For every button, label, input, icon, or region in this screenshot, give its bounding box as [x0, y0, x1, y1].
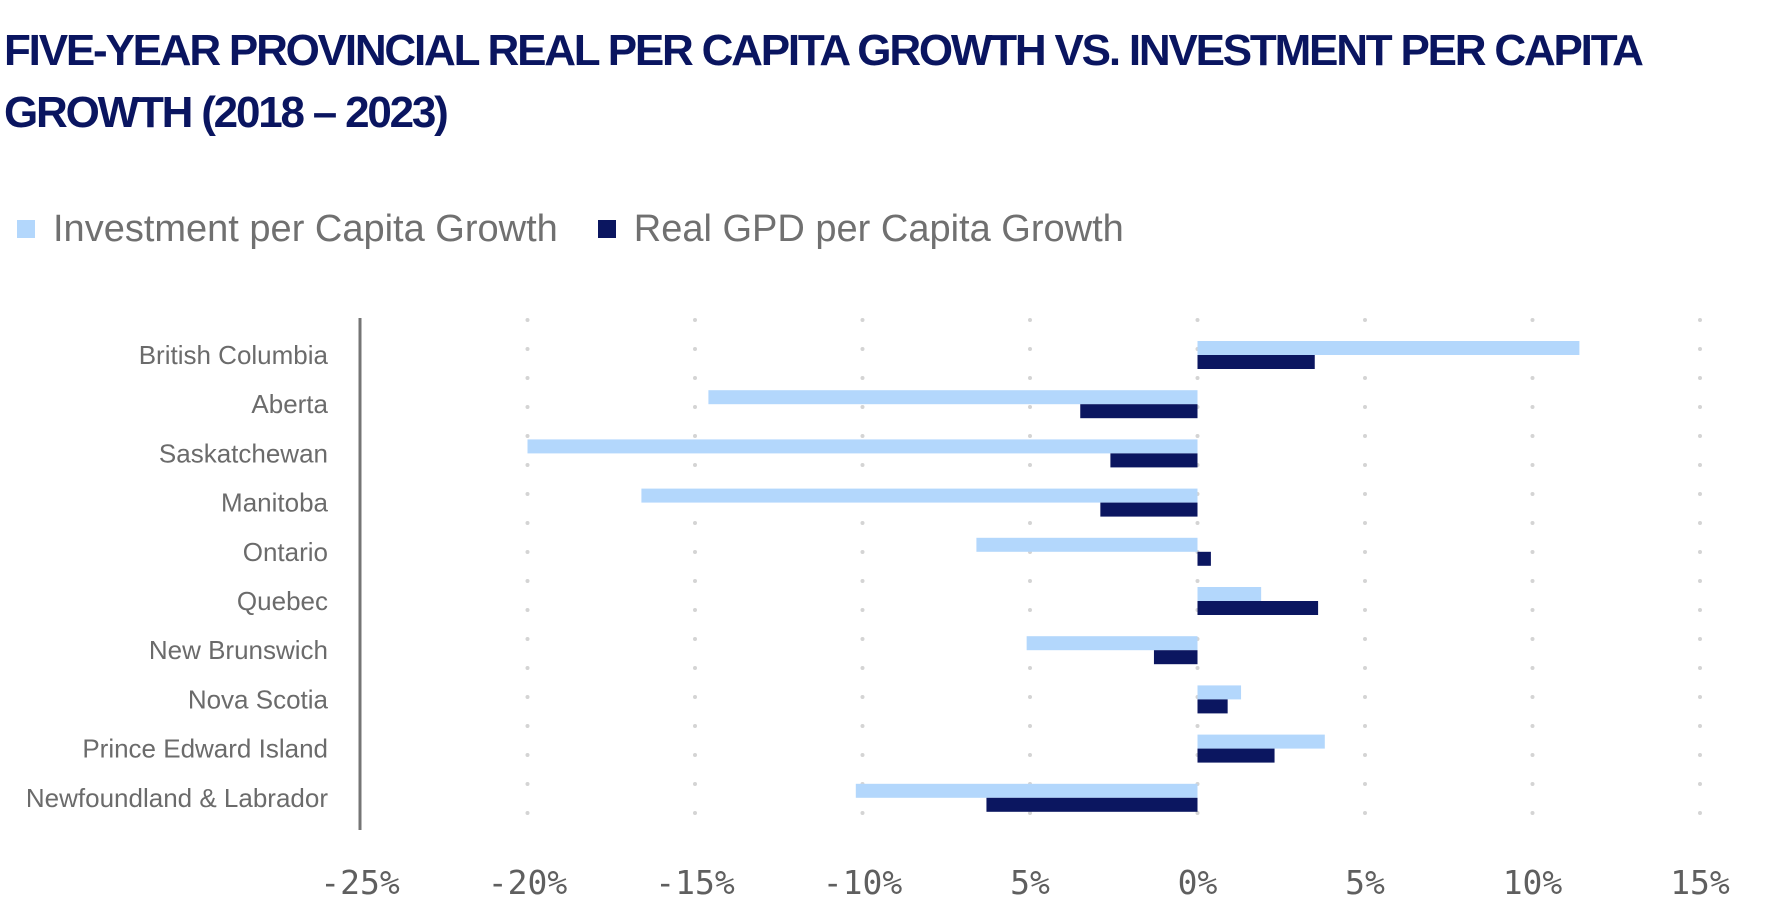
x-tick-label: 10%: [1503, 863, 1563, 902]
x-tick-labels: -25% -20% -15% -10% 5% 0% 5% 10% 15%: [320, 863, 1730, 902]
bar-investment-british-columbia: [1197, 341, 1580, 355]
category-label-saskatchewan: Saskatchewan: [159, 438, 328, 468]
bar-gdp-newfoundland-labrador: [986, 797, 1198, 812]
x-tick-label: 15%: [1670, 863, 1730, 902]
x-tick-label: -25%: [320, 863, 400, 902]
bar-investment-quebec: [1197, 587, 1262, 601]
bar-gdp-manitoba: [1100, 502, 1198, 517]
bar-gdp-quebec: [1197, 601, 1319, 615]
x-tick-label: 5%: [1010, 863, 1050, 902]
bar-investment-aberta: [708, 390, 1198, 405]
bar-investment-newfoundland-labrador: [855, 783, 1198, 798]
category-label-newfoundland-labrador: Newfoundland & Labrador: [26, 783, 328, 813]
bar-gdp-aberta: [1080, 404, 1198, 419]
bar-investment-new-brunswich: [1026, 636, 1198, 651]
bar-investment-manitoba: [641, 488, 1198, 503]
legend-item-investment: Investment per Capita Growth: [17, 208, 558, 251]
category-label-manitoba: Manitoba: [221, 488, 328, 518]
category-label-new-brunswich: New Brunswich: [149, 635, 328, 665]
bar-gdp-new-brunswich: [1153, 650, 1198, 665]
legend-item-gdp: Real GPD per Capita Growth: [597, 207, 1124, 251]
category-label-prince-edward-island: Prince Edward Island: [82, 734, 328, 764]
x-tick-label: -20%: [488, 863, 568, 902]
bar-gdp-saskatchewan: [1110, 453, 1198, 468]
bar-gdp-prince-edward-island: [1197, 748, 1275, 763]
bar-investment-saskatchewan: [527, 439, 1198, 454]
x-tick-label: -15%: [655, 863, 735, 902]
legend-label-investment: Investment per Capita Growth: [53, 207, 558, 250]
bar-gdp-ontario: [1197, 551, 1211, 566]
legend-swatch-investment: [17, 220, 35, 238]
bar-gdp-nova-scotia: [1197, 699, 1228, 714]
category-labels: British Columbia Aberta Saskatchewan Manito…: [26, 340, 329, 813]
bar-investment-nova-scotia: [1197, 685, 1242, 700]
legend: Investment per Capita Growth Real GPD pe…: [17, 203, 1164, 255]
category-label-nova-scotia: Nova Scotia: [188, 684, 329, 714]
chart-title: FIVE-YEAR PROVINCIAL REAL PER CAPITA GRO…: [4, 26, 1642, 137]
x-tick-label: 5%: [1345, 863, 1385, 902]
legend-label-gdp: Real GPD per Capita Growth: [633, 207, 1124, 250]
bar-gdp-british-columbia: [1197, 355, 1315, 369]
category-label-quebec: Quebec: [237, 586, 328, 616]
bars: [527, 341, 1580, 812]
legend-swatch-gdp: [597, 220, 616, 238]
category-label-aberta: Aberta: [251, 389, 328, 419]
x-tick-label: -10%: [823, 863, 903, 902]
x-tick-label: 0%: [1178, 863, 1218, 902]
category-label-ontario: Ontario: [243, 537, 328, 567]
bar-investment-prince-edward-island: [1197, 734, 1325, 749]
category-label-british-columbia: British Columbia: [139, 340, 329, 370]
bar-investment-ontario: [976, 537, 1198, 552]
